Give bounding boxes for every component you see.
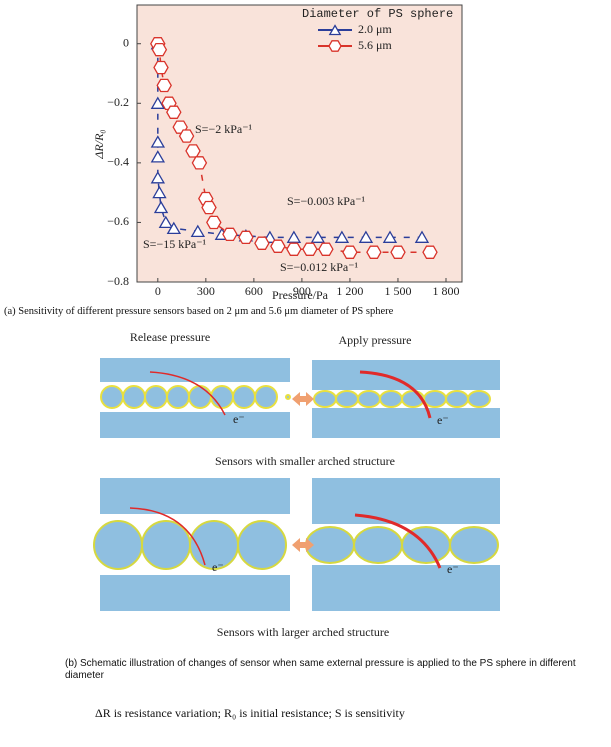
x-tick-label: 300 bbox=[197, 284, 215, 298]
plot-area bbox=[136, 4, 463, 283]
point bbox=[270, 239, 286, 253]
legend-marker bbox=[328, 40, 342, 52]
annotation: S=−0.012 kPa⁻¹ bbox=[280, 260, 359, 274]
point bbox=[366, 245, 382, 259]
schematic: Release pressure Apply pressure Sensors … bbox=[93, 330, 500, 639]
point bbox=[358, 230, 374, 243]
y-tick-label: −0.2 bbox=[107, 95, 129, 109]
point bbox=[422, 245, 438, 259]
y-tick-label: −0.6 bbox=[107, 214, 129, 228]
x-tick-label: 1 200 bbox=[336, 284, 363, 298]
legend-label: 5.6 μm bbox=[358, 38, 392, 52]
point bbox=[166, 221, 182, 235]
label: Sensors with larger arched structure bbox=[217, 625, 389, 639]
point bbox=[390, 245, 406, 259]
point bbox=[153, 200, 169, 214]
arrow bbox=[292, 538, 314, 552]
point bbox=[254, 236, 270, 250]
point bbox=[286, 230, 302, 243]
label: Apply pressure bbox=[339, 333, 412, 347]
point bbox=[190, 224, 206, 238]
point bbox=[150, 170, 166, 184]
electron-label: e⁻ bbox=[447, 562, 459, 576]
point bbox=[153, 60, 169, 75]
point bbox=[158, 215, 174, 229]
electron-label: e⁻ bbox=[212, 560, 224, 574]
electron-label: e⁻ bbox=[437, 413, 449, 427]
point bbox=[150, 135, 166, 148]
arrow bbox=[292, 392, 314, 406]
point bbox=[334, 230, 350, 243]
note: ΔR is resistance variation; R₀ is initia… bbox=[95, 706, 405, 720]
point bbox=[178, 129, 195, 143]
point bbox=[318, 242, 334, 256]
electron-label: e⁻ bbox=[233, 412, 245, 426]
legend-label: 2.0 μm bbox=[358, 22, 392, 36]
point bbox=[156, 78, 172, 93]
x-tick-label: 1 800 bbox=[432, 284, 459, 298]
legend-marker bbox=[328, 24, 342, 36]
x-tick-label: 1 500 bbox=[384, 284, 411, 298]
panel bbox=[93, 478, 290, 611]
point bbox=[150, 150, 166, 163]
point bbox=[222, 227, 238, 242]
panel bbox=[100, 358, 291, 438]
annotation: S=−2 kPa⁻¹ bbox=[195, 122, 253, 136]
point bbox=[201, 200, 217, 215]
label: Release pressure bbox=[130, 330, 210, 344]
point bbox=[152, 185, 167, 199]
chart: ΔR/R₀ Pressure/Pa 0 −0.2 −0.4 −0.6 −0.8 0 300 6… bbox=[92, 4, 463, 302]
x-tick-label: 900 bbox=[293, 284, 311, 298]
point bbox=[342, 245, 358, 259]
y-tick-label: −0.4 bbox=[107, 155, 129, 169]
panel bbox=[305, 478, 500, 611]
x-tick-label: 600 bbox=[245, 284, 263, 298]
point bbox=[151, 42, 168, 57]
point bbox=[206, 215, 222, 230]
x-tick-label: 0 bbox=[155, 284, 161, 298]
point bbox=[166, 105, 182, 119]
point bbox=[382, 230, 398, 243]
point bbox=[414, 230, 430, 243]
point bbox=[238, 230, 254, 245]
point bbox=[191, 156, 208, 170]
caption-a: (a) Sensitivity of different pressure se… bbox=[4, 306, 394, 317]
y-tick-label: 0 bbox=[123, 35, 129, 49]
point bbox=[150, 96, 166, 109]
annotation: S=−15 kPa⁻¹ bbox=[143, 237, 207, 251]
point bbox=[310, 230, 326, 243]
legend-title: Diameter of PS sphere bbox=[302, 7, 453, 21]
y-tick-label: −0.8 bbox=[107, 274, 129, 288]
panel bbox=[312, 360, 500, 438]
point bbox=[302, 242, 318, 256]
x-axis-label: Pressure/Pa bbox=[272, 288, 329, 302]
y-axis-label: ΔR/R₀ bbox=[92, 129, 106, 159]
annotation: S=−0.003 kPa⁻¹ bbox=[287, 194, 366, 208]
point bbox=[286, 242, 302, 256]
caption-b: (b) Schematic illustration of changes of… bbox=[65, 658, 576, 681]
label: Sensors with smaller arched structure bbox=[215, 454, 395, 468]
